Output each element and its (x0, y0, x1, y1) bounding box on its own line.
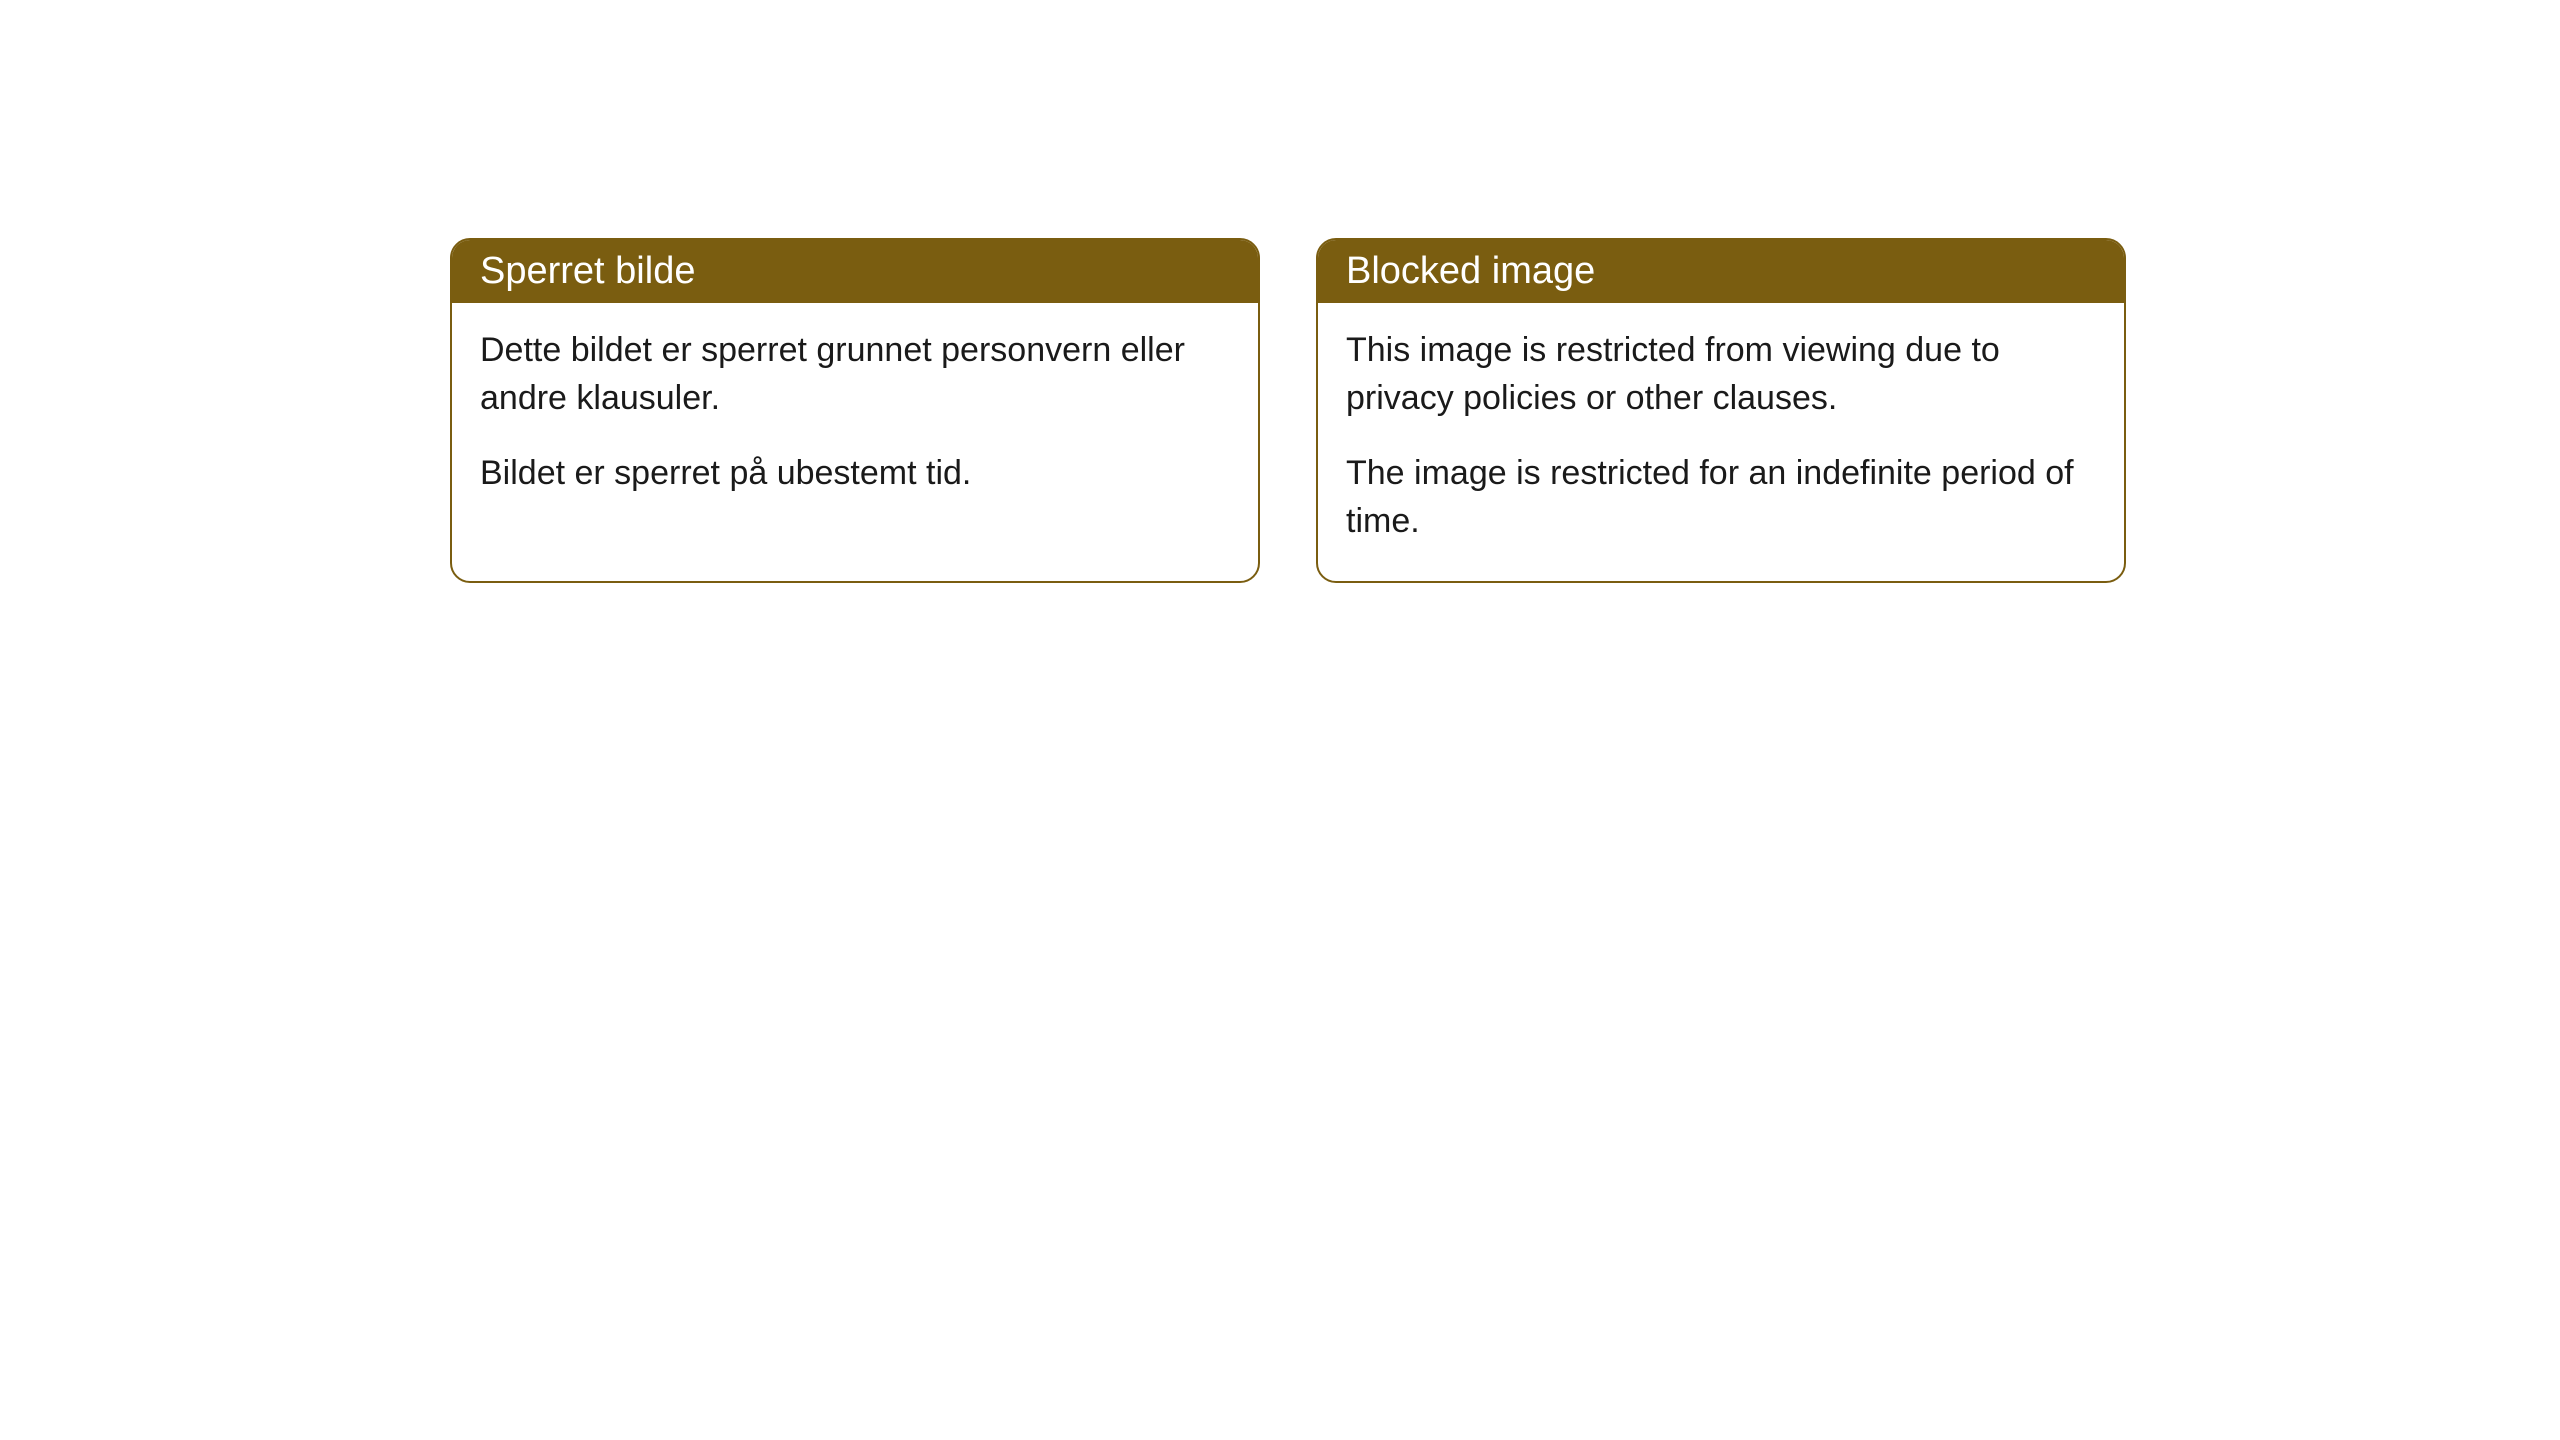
card-paragraph-1-en: This image is restricted from viewing du… (1346, 327, 2096, 422)
cards-container: Sperret bilde Dette bildet er sperret gr… (450, 238, 2126, 583)
card-paragraph-1-no: Dette bildet er sperret grunnet personve… (480, 327, 1230, 422)
blocked-image-card-en: Blocked image This image is restricted f… (1316, 238, 2126, 583)
card-body-en: This image is restricted from viewing du… (1318, 303, 2124, 581)
card-body-no: Dette bildet er sperret grunnet personve… (452, 303, 1258, 534)
card-header-en: Blocked image (1318, 240, 2124, 303)
blocked-image-card-no: Sperret bilde Dette bildet er sperret gr… (450, 238, 1260, 583)
card-header-no: Sperret bilde (452, 240, 1258, 303)
card-paragraph-2-en: The image is restricted for an indefinit… (1346, 450, 2096, 545)
card-paragraph-2-no: Bildet er sperret på ubestemt tid. (480, 450, 1230, 498)
